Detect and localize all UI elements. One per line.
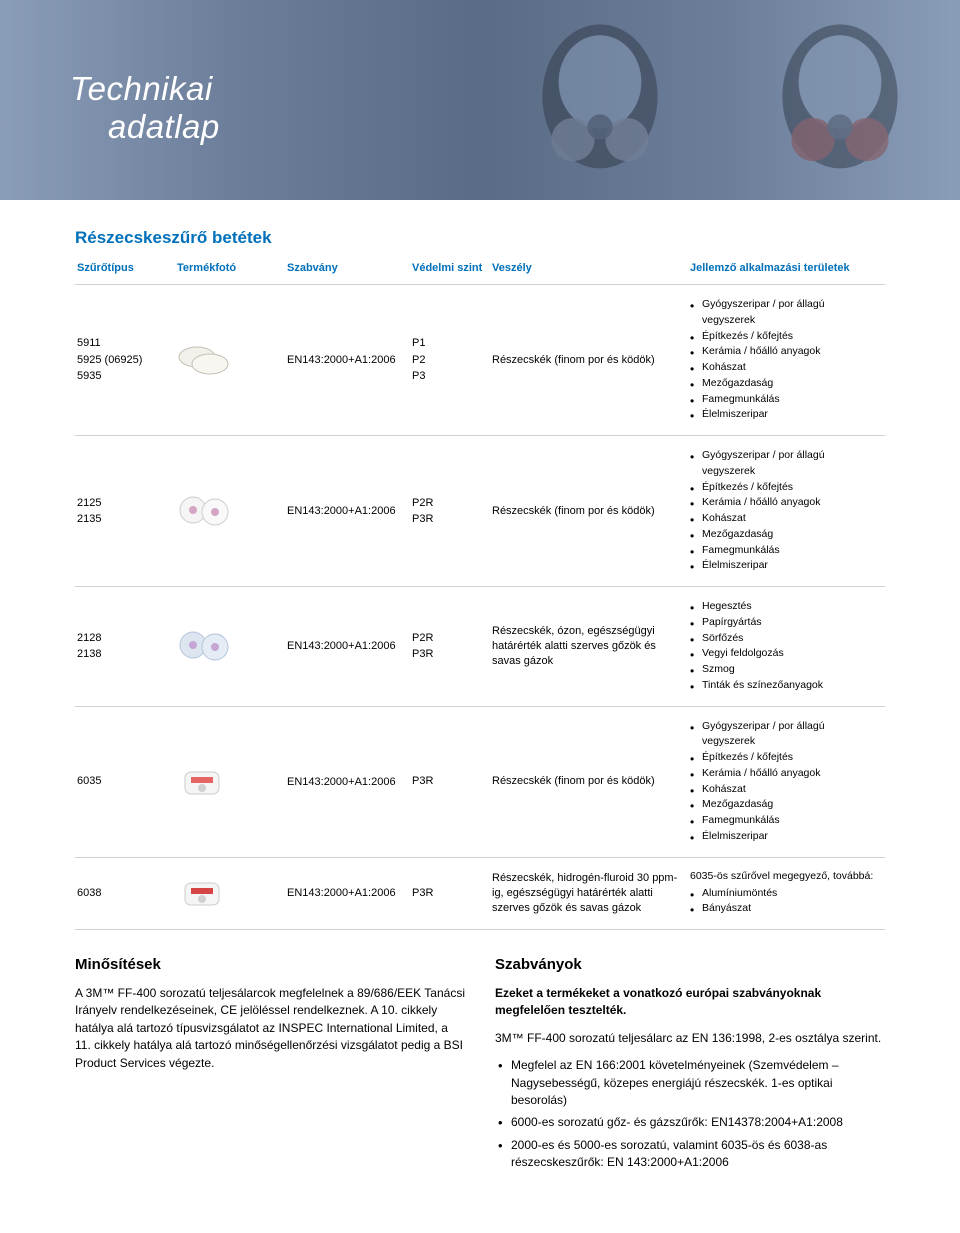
list-item: Élelmiszeripar [690, 407, 877, 423]
standards-intro: Ezeket a termékeket a vonatkozó európai … [495, 985, 885, 1020]
cell-photo [177, 494, 287, 528]
list-item: Tinták és színezőanyagok [690, 678, 877, 694]
certifications-heading: Minősítések [75, 956, 465, 973]
list-item: Építkezés / kőfejtés [690, 750, 877, 766]
cell-standard: EN143:2000+A1:2006 [287, 505, 412, 517]
th-level: Védelmi szint [412, 262, 492, 274]
list-item: Élelmiszeripar [690, 829, 877, 845]
cell-applications: Gyógyszeripar / por állagú vegyszerekÉpí… [690, 719, 885, 845]
list-item: Bányászat [690, 901, 877, 917]
list-item: Gyógyszeripar / por állagú vegyszerek [690, 719, 877, 751]
cell-type: 6038 [77, 885, 177, 902]
list-item: Mezőgazdaság [690, 527, 877, 543]
list-item: Építkezés / kőfejtés [690, 329, 877, 345]
list-item: Vegyi feldolgozás [690, 646, 877, 662]
cell-type: 6035 [77, 773, 177, 790]
cell-type: 59115925 (06925)5935 [77, 335, 177, 385]
list-item: Mezőgazdaság [690, 376, 877, 392]
cell-standard: EN143:2000+A1:2006 [287, 776, 412, 788]
cell-photo [177, 629, 287, 663]
list-item: Papírgyártás [690, 615, 877, 631]
list-item: Mezőgazdaság [690, 797, 877, 813]
page-title: Technikai adatlap [70, 70, 220, 146]
list-item: Kerámia / hőálló anyagok [690, 766, 877, 782]
th-photo: Termékfotó [177, 262, 287, 274]
cell-photo [177, 875, 287, 911]
title-line2: adatlap [108, 108, 220, 146]
apps-list: Gyógyszeripar / por állagú vegyszerekÉpí… [690, 297, 877, 423]
cell-applications: Gyógyszeripar / por állagú vegyszerekÉpí… [690, 448, 885, 574]
table-row: 6035 EN143:2000+A1:2006P3RRészecskék (fin… [75, 707, 885, 858]
table-row: 21252135 EN143:2000+A1:2006P2RP3RRészecsk… [75, 436, 885, 587]
cell-level: P2RP3R [412, 630, 492, 663]
cell-standard: EN143:2000+A1:2006 [287, 887, 412, 899]
list-item: Hegesztés [690, 599, 877, 615]
cell-hazard: Részecskék (finom por és ködök) [492, 353, 690, 368]
cell-hazard: Részecskék (finom por és ködök) [492, 774, 690, 789]
list-item: 2000-es és 5000-es sorozatú, valamint 60… [495, 1137, 885, 1172]
list-item: Sörfőzés [690, 631, 877, 647]
cell-type: 21282138 [77, 630, 177, 663]
list-item: 6000-es sorozatú gőz- és gázszűrők: EN14… [495, 1114, 885, 1131]
apps-list: Gyógyszeripar / por állagú vegyszerekÉpí… [690, 719, 877, 845]
apps-list: AlumíniumöntésBányászat [690, 886, 877, 918]
list-item: Kohászat [690, 782, 877, 798]
cell-level: P3R [412, 885, 492, 902]
th-type: Szűrőtípus [77, 262, 177, 274]
section-heading: Részecskeszűrő betétek [75, 228, 885, 248]
table-row: 59115925 (06925)5935 EN143:2000+A1:2006P1… [75, 284, 885, 436]
cell-photo [177, 764, 287, 800]
standards-column: Szabványok Ezeket a termékeket a vonatko… [495, 956, 885, 1177]
standards-list: Megfelel az EN 166:2001 követelményeinek… [495, 1057, 885, 1171]
table-body: 59115925 (06925)5935EN143:2000+A1:2006P1… [75, 284, 885, 930]
list-item: Kohászat [690, 511, 877, 527]
cell-photo [177, 342, 287, 378]
list-item: Szmog [690, 662, 877, 678]
table-row: 6038 EN143:2000+A1:2006P3RRészecskék, hid… [75, 858, 885, 931]
cell-applications: 6035-ös szűrővel megegyező, továbbá: Alum… [690, 870, 885, 918]
list-item: Famegmunkálás [690, 392, 877, 408]
list-item: Kerámia / hőálló anyagok [690, 495, 877, 511]
th-standard: Szabvány [287, 262, 412, 274]
cell-hazard: Részecskék, ózon, egészségügyi határérté… [492, 624, 690, 669]
certifications-body: A 3M™ FF-400 sorozatú teljesálarcok megf… [75, 985, 465, 1072]
cell-type: 21252135 [77, 495, 177, 528]
cell-level: P3R [412, 773, 492, 790]
apps-list: Gyógyszeripar / por állagú vegyszerekÉpí… [690, 448, 877, 574]
list-item: Alumíniumöntés [690, 886, 877, 902]
cell-level: P1P2P3 [412, 335, 492, 385]
list-item: Kohászat [690, 360, 877, 376]
list-item: Építkezés / kőfejtés [690, 480, 877, 496]
bottom-columns: Minősítések A 3M™ FF-400 sorozatú teljes… [75, 956, 885, 1177]
header-banner: Technikai adatlap [0, 0, 960, 200]
list-item: Élelmiszeripar [690, 558, 877, 574]
table-header-row: Szűrőtípus Termékfotó Szabvány Védelmi s… [75, 262, 885, 274]
th-apps: Jellemző alkalmazási területek [690, 262, 885, 274]
apps-intro: 6035-ös szűrővel megegyező, továbbá: [690, 870, 877, 882]
cell-applications: Gyógyszeripar / por állagú vegyszerekÉpí… [690, 297, 885, 423]
list-item: Kerámia / hőálló anyagok [690, 344, 877, 360]
list-item: Famegmunkálás [690, 813, 877, 829]
respirator-mask-icon [510, 10, 690, 190]
list-item: Megfelel az EN 166:2001 követelményeinek… [495, 1057, 885, 1109]
list-item: Famegmunkálás [690, 543, 877, 559]
cell-standard: EN143:2000+A1:2006 [287, 640, 412, 652]
hero-image-area [480, 0, 960, 200]
apps-list: HegesztésPapírgyártásSörfőzésVegyi feldo… [690, 599, 877, 694]
cell-standard: EN143:2000+A1:2006 [287, 354, 412, 366]
table-row: 21282138 EN143:2000+A1:2006P2RP3RRészecsk… [75, 587, 885, 707]
list-item: Gyógyszeripar / por állagú vegyszerek [690, 448, 877, 480]
title-line1: Technikai [70, 70, 220, 108]
certifications-column: Minősítések A 3M™ FF-400 sorozatú teljes… [75, 956, 465, 1177]
cell-hazard: Részecskék, hidrogén-fluroid 30 ppm-ig, … [492, 871, 690, 916]
standards-line2: 3M™ FF-400 sorozatú teljesálarc az EN 13… [495, 1030, 885, 1047]
cell-applications: HegesztésPapírgyártásSörfőzésVegyi feldo… [690, 599, 885, 694]
standards-heading: Szabványok [495, 956, 885, 973]
th-hazard: Veszély [492, 262, 690, 274]
cell-hazard: Részecskék (finom por és ködök) [492, 504, 690, 519]
content-area: Részecskeszűrő betétek Szűrőtípus Termék… [0, 200, 960, 1197]
list-item: Gyógyszeripar / por állagú vegyszerek [690, 297, 877, 329]
cell-level: P2RP3R [412, 495, 492, 528]
respirator-mask-icon [750, 10, 930, 190]
